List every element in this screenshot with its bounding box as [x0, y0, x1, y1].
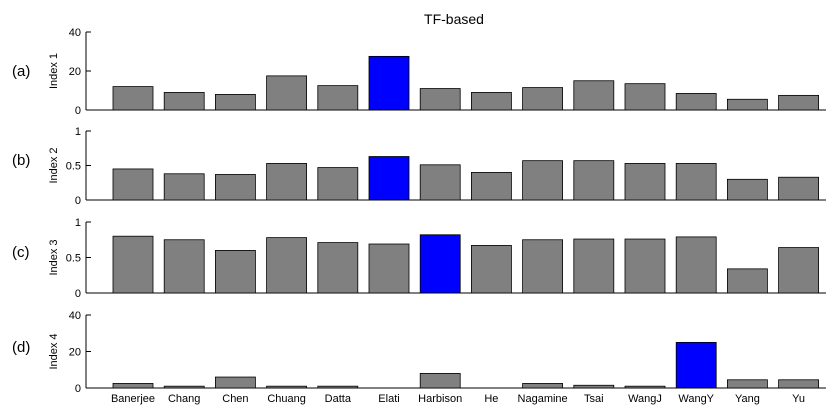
panel-label: (d) — [12, 339, 30, 356]
bar-chuang — [266, 163, 308, 201]
category-label: Tsai — [584, 393, 604, 405]
bar-tsai — [573, 80, 615, 111]
category-label: Banerjee — [111, 393, 155, 405]
bar-elati — [368, 55, 410, 111]
y-tick-label: 0 — [75, 195, 81, 207]
bar-datta — [317, 242, 359, 294]
bar-yang — [727, 178, 768, 201]
bar-chen — [214, 174, 256, 201]
bar-harbison — [419, 234, 461, 294]
y-tick-label: 40 — [69, 310, 81, 322]
bar-wangy — [675, 93, 717, 111]
category-label: Datta — [325, 393, 352, 405]
bar-yang — [727, 98, 768, 111]
panel-label: (a) — [12, 63, 30, 80]
bar-banerjee — [112, 235, 154, 294]
panel-4: 0 20 40 Index 4 (d) — [12, 310, 826, 395]
category-axis-labels: Banerjee Chang Chen Chuang Datta Elati Harbiso… — [111, 393, 805, 405]
bar-wangy — [675, 341, 717, 389]
y-tick-label: 0 — [75, 105, 81, 117]
bar-nagamine — [522, 239, 563, 294]
bar-chuang — [266, 237, 308, 294]
panel-label: (c) — [12, 244, 30, 261]
y-tick-label: 1 — [75, 126, 81, 138]
category-label: WangY — [678, 393, 714, 405]
bar-banerjee — [112, 383, 154, 389]
panel-3: 0 0.5 1 Index 3 (c) — [12, 217, 826, 300]
category-label: Chen — [222, 393, 248, 405]
bar-tsai — [573, 238, 615, 294]
category-label: WangJ — [628, 393, 662, 405]
bar-harbison — [419, 88, 461, 111]
y-tick-label: 0.5 — [66, 253, 81, 265]
panels: 0 20 40 Index 1 (a) 0 0.5 1 Index 2 (b) 0 0.5 1 Index… — [12, 27, 826, 395]
y-axis-label: Index 2 — [48, 147, 60, 183]
bar-yu — [778, 247, 819, 294]
bar-yu — [778, 379, 819, 389]
y-axis-label: Index 1 — [48, 53, 60, 89]
bar-wangj — [624, 238, 666, 294]
bar-wangj — [624, 163, 666, 201]
bar-yu — [778, 176, 819, 201]
bar-chang — [163, 239, 205, 294]
bar-chen — [214, 376, 256, 389]
y-tick-label: 1 — [75, 217, 81, 229]
bar-wangy — [675, 236, 717, 294]
y-tick-label: 0 — [75, 288, 81, 300]
bar-chuang — [266, 385, 308, 389]
y-axis-label: Index 3 — [48, 239, 60, 275]
bar-nagamine — [522, 87, 563, 111]
bar-he — [470, 92, 512, 111]
bar-banerjee — [112, 168, 154, 201]
bar-datta — [317, 85, 359, 111]
bar-wangj — [624, 385, 666, 389]
bar-nagamine — [522, 160, 563, 201]
bar-yang — [727, 268, 768, 294]
category-label: Elati — [378, 393, 399, 405]
bar-chen — [214, 94, 256, 111]
y-tick-label: 0.5 — [66, 161, 81, 173]
y-tick-label: 0 — [75, 383, 81, 395]
category-label: Harbison — [418, 393, 462, 405]
bar-datta — [317, 167, 359, 201]
bar-he — [470, 245, 512, 294]
bar-nagamine — [522, 383, 563, 389]
category-label: Chang — [168, 393, 200, 405]
bar-tsai — [573, 384, 615, 389]
y-axis-label: Index 4 — [48, 333, 60, 369]
bar-yu — [778, 94, 819, 111]
y-tick-label: 20 — [69, 347, 81, 359]
bar-yang — [727, 379, 768, 389]
bar-chang — [163, 385, 205, 389]
bar-harbison — [419, 372, 461, 389]
bar-banerjee — [112, 86, 154, 111]
bar-chang — [163, 92, 205, 111]
bar-harbison — [419, 164, 461, 201]
category-label: Yu — [792, 393, 805, 405]
bar-wangy — [675, 163, 717, 201]
bar-chuang — [266, 75, 308, 111]
panel-1: 0 20 40 Index 1 (a) — [12, 27, 826, 117]
bar-datta — [317, 385, 359, 389]
bar-he — [470, 171, 512, 201]
y-tick-label: 20 — [69, 66, 81, 78]
category-label: Yang — [735, 393, 760, 405]
bar-chang — [163, 173, 205, 201]
bar-wangj — [624, 83, 666, 111]
bar-elati — [368, 156, 410, 201]
panel-2: 0 0.5 1 Index 2 (b) — [12, 126, 826, 207]
chart-title: TF-based — [424, 11, 484, 27]
category-label: Nagamine — [518, 393, 568, 405]
category-label: He — [484, 393, 498, 405]
bar-chen — [214, 249, 256, 294]
panel-label: (b) — [12, 152, 30, 169]
category-label: Chuang — [267, 393, 306, 405]
y-tick-label: 40 — [69, 27, 81, 39]
bar-tsai — [573, 160, 615, 201]
bar-elati — [368, 243, 410, 294]
